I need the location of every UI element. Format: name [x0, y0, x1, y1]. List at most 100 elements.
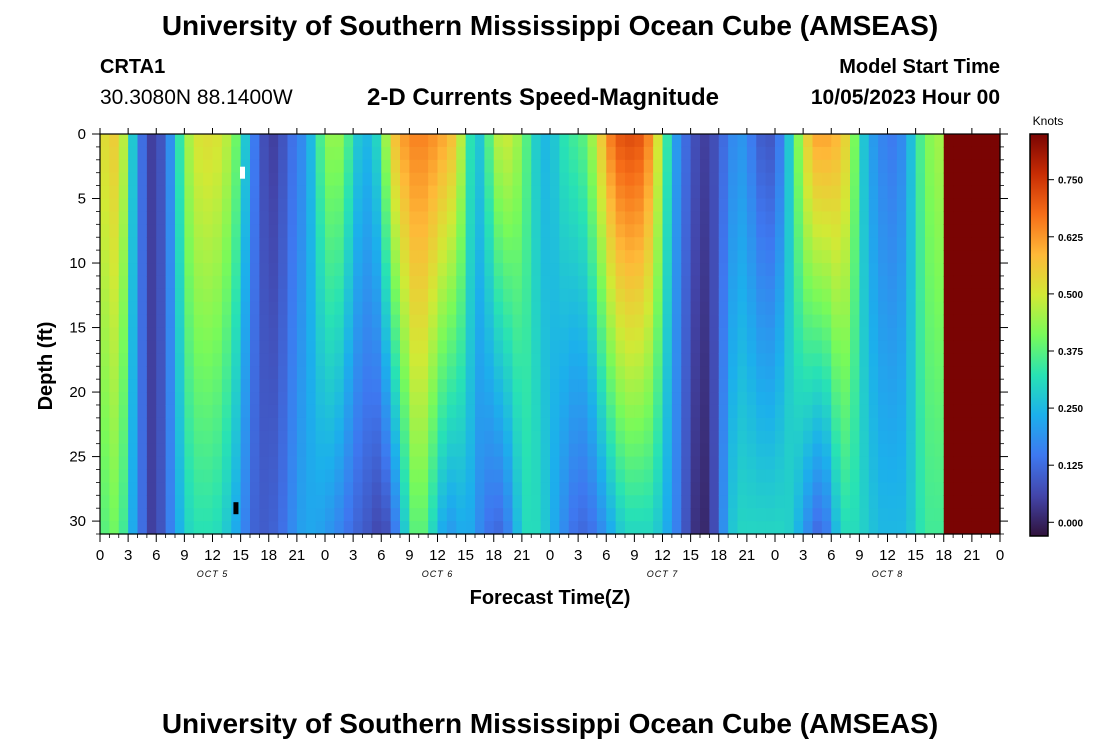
heatmap-cell — [400, 404, 410, 419]
heatmap-cell — [203, 508, 214, 522]
heatmap-cell — [559, 508, 570, 522]
heatmap-cell — [568, 508, 579, 522]
heatmap-cell — [784, 172, 795, 187]
heatmap-cell — [718, 185, 729, 200]
heatmap-cell — [100, 417, 110, 432]
heatmap-cell — [634, 508, 645, 522]
heatmap-cell — [475, 275, 485, 290]
heatmap-cell — [475, 327, 485, 342]
heatmap-cell — [596, 469, 607, 483]
heatmap-cell — [643, 521, 654, 535]
heatmap-cell — [681, 456, 692, 471]
heatmap-cell — [700, 392, 710, 406]
heatmap-cell — [400, 366, 410, 380]
heatmap-cell — [671, 198, 682, 213]
heatmap-cell — [821, 521, 832, 535]
heatmap-cell — [259, 443, 270, 458]
heatmap-cell — [446, 417, 457, 432]
heatmap-cell — [334, 301, 345, 316]
heatmap-cell — [250, 482, 260, 496]
heatmap-cell — [371, 250, 382, 264]
heatmap-cell — [100, 392, 110, 406]
heatmap-cell — [868, 327, 879, 342]
x-tick-label: 9 — [180, 547, 188, 564]
heatmap-cell — [793, 314, 804, 329]
heatmap-cell — [718, 301, 729, 316]
heatmap-cell — [990, 211, 1001, 225]
heatmap-cell — [662, 379, 673, 393]
heatmap-cell — [278, 146, 289, 161]
heatmap-cell — [671, 495, 682, 509]
heatmap-cell — [306, 508, 317, 522]
heatmap-cell — [146, 443, 157, 458]
heatmap-cell — [728, 495, 739, 509]
heatmap-cell — [390, 198, 401, 213]
heatmap-cell — [503, 366, 514, 380]
heatmap-cell — [221, 521, 232, 535]
heatmap-cell — [756, 353, 767, 367]
heatmap-cell — [400, 379, 410, 393]
heatmap-cell — [503, 224, 514, 238]
heatmap-cell — [559, 392, 570, 406]
heatmap-cell — [456, 521, 467, 535]
heatmap-cell — [184, 146, 195, 161]
heatmap-cell — [521, 469, 532, 483]
heatmap-cell — [859, 146, 870, 161]
heatmap-cell — [784, 404, 795, 419]
heatmap-cell — [643, 366, 654, 380]
heatmap-cell — [418, 288, 429, 303]
heatmap-cell — [146, 404, 157, 419]
heatmap-cell — [634, 263, 645, 277]
heatmap-cell — [193, 314, 204, 329]
heatmap-cell — [278, 288, 289, 303]
heatmap-cell — [728, 392, 739, 406]
heatmap-cell — [709, 469, 720, 483]
heatmap-cell — [906, 521, 917, 535]
heatmap-cell — [371, 456, 382, 471]
heatmap-cell — [962, 146, 973, 161]
heatmap-cell — [634, 224, 645, 238]
heatmap-cell — [671, 366, 682, 380]
heatmap-cell — [240, 301, 251, 316]
heatmap-cell — [240, 314, 251, 329]
heatmap-cell — [812, 237, 823, 251]
heatmap-cell — [850, 327, 860, 342]
heatmap-cell — [343, 521, 354, 535]
heatmap-cell — [484, 263, 495, 277]
heatmap-cell — [156, 379, 167, 393]
heatmap-cell — [990, 327, 1001, 342]
heatmap-cell — [896, 443, 907, 458]
heatmap-cell — [953, 469, 964, 483]
heatmap-cell — [737, 404, 748, 419]
heatmap-cell — [259, 185, 270, 200]
heatmap-cell — [203, 456, 214, 471]
heatmap-cell — [418, 250, 429, 264]
heatmap-cell — [671, 237, 682, 251]
heatmap-cell — [915, 443, 926, 458]
heatmap-cell — [690, 250, 701, 264]
heatmap-cell — [315, 211, 326, 225]
heatmap-cell — [250, 250, 260, 264]
heatmap-cell — [231, 521, 242, 535]
heatmap-cell — [465, 521, 476, 535]
heatmap-cell — [550, 237, 560, 251]
heatmap-cell — [681, 314, 692, 329]
heatmap-cell — [559, 443, 570, 458]
heatmap-cell — [100, 482, 110, 496]
heatmap-cell — [446, 185, 457, 200]
heatmap-cell — [296, 379, 307, 393]
heatmap-cell — [325, 456, 335, 471]
heatmap-cell — [840, 430, 851, 445]
heatmap-cell — [109, 301, 120, 316]
heatmap-cell — [334, 146, 345, 161]
heatmap-cell — [381, 301, 392, 316]
heatmap-cell — [671, 288, 682, 303]
heatmap-cell — [596, 366, 607, 380]
heatmap-cell — [868, 404, 879, 419]
heatmap-cell — [718, 495, 729, 509]
heatmap-cell — [156, 521, 167, 535]
heatmap-cell — [615, 417, 626, 432]
heatmap-cell — [662, 185, 673, 200]
heatmap-cell — [718, 508, 729, 522]
heatmap-cell — [690, 301, 701, 316]
